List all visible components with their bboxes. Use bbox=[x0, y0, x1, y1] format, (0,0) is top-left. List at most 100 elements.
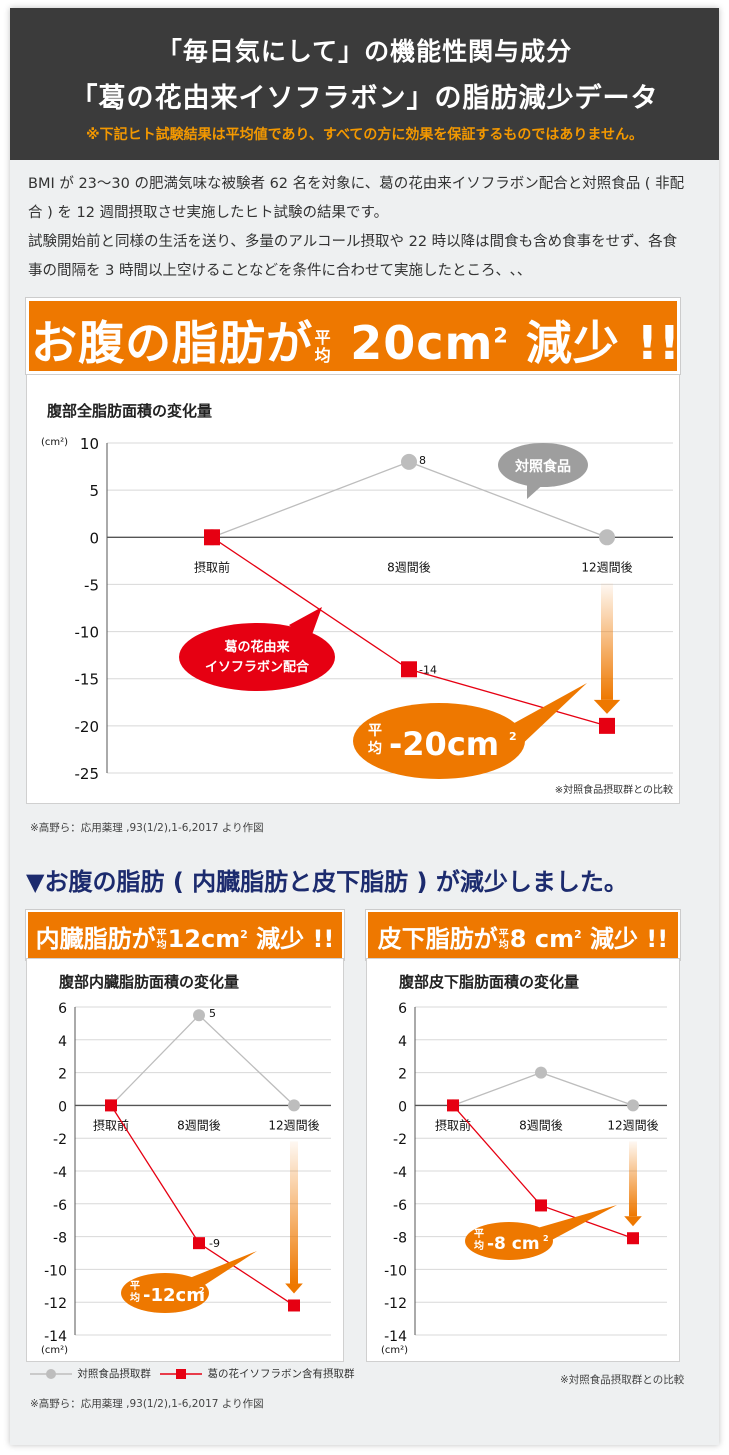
test-mid-label: -14 bbox=[419, 663, 437, 676]
subcutaneous-chart-title: 腹部皮下脂肪面積の変化量 bbox=[399, 973, 580, 991]
main-result-banner: お腹の脂肪が平均 20cm2 減少 !! bbox=[26, 298, 680, 374]
x-tick-label: 12週間後 bbox=[607, 1118, 658, 1132]
y-tick-label: -6 bbox=[53, 1198, 67, 1214]
control-peak-label: 8 bbox=[419, 454, 426, 467]
visceral-chart-svg: 6 4 2 0 -2 -4 -6 -8 -10 -12 -14(cm²) 摂取前 8週間後 12週間後 5 -… bbox=[41, 1001, 331, 1356]
y-tick-label: -8 bbox=[53, 1231, 67, 1247]
triangle-marker-icon: ▼ bbox=[26, 868, 45, 896]
subcutaneous-chart-panel: 腹部皮下脂肪面積の変化量 6 4 2 0 -2 -4 -6 -8 -10 -12 -14 (cm²) 摂… bbox=[366, 958, 680, 1362]
test-point bbox=[204, 529, 220, 546]
banner-pre: 内臓脂肪が bbox=[35, 925, 156, 953]
test-point bbox=[105, 1099, 117, 1112]
test-callout-line2: イソフラボン配合 bbox=[205, 659, 310, 675]
down-arrow-shaft bbox=[290, 1141, 298, 1284]
main-chart-svg: 10 5 0 -5 -10 -15 -20 -25 (cm²) 摂取前 8週間後 12週間後 8 -14 対… bbox=[41, 435, 673, 796]
comparison-note: ※対照食品摂取群との比較 bbox=[555, 783, 673, 796]
down-arrow-head bbox=[285, 1283, 303, 1294]
test-point bbox=[447, 1099, 459, 1112]
avg-badge-top: 平 bbox=[474, 1228, 484, 1240]
x-tick-label: 摂取前 bbox=[435, 1117, 471, 1132]
banner-sup: 2 bbox=[493, 323, 509, 348]
banner-value: 12cm bbox=[167, 925, 241, 953]
y-tick-label: -2 bbox=[393, 1132, 407, 1148]
down-arrow-shaft bbox=[629, 1141, 637, 1217]
main-chart-panel: 腹部全脂肪面積の変化量 10 5 0 -5 -10 -15 -20 -25 (cm²) 摂取前 8週… bbox=[26, 374, 680, 804]
x-tick-label: 8週間後 bbox=[387, 560, 431, 574]
avg-badge-top: 平 bbox=[368, 723, 382, 739]
avg-bottom: 均 bbox=[498, 940, 509, 951]
avg-badge-value: -20cm bbox=[389, 725, 499, 763]
unit-label: (cm²) bbox=[41, 1345, 68, 1356]
y-tick-label: 6 bbox=[58, 1001, 67, 1017]
test-callout-line1: 葛の花由来 bbox=[223, 639, 290, 655]
y-tick-label: 4 bbox=[58, 1034, 67, 1050]
y-tick-label: -10 bbox=[384, 1263, 407, 1279]
control-peak-label: 5 bbox=[209, 1007, 216, 1020]
avg-badge-bubble bbox=[121, 1273, 209, 1313]
y-tick-label: 0 bbox=[398, 1099, 407, 1115]
legend: 対照食品摂取群 葛の花イソフラボン含有摂取群 bbox=[28, 1366, 355, 1381]
down-arrow-head bbox=[593, 699, 621, 714]
y-tick-label: -2 bbox=[53, 1132, 67, 1148]
y-tick-label: -12 bbox=[44, 1296, 67, 1312]
control-point bbox=[599, 529, 615, 546]
y-tick-label: -4 bbox=[393, 1165, 407, 1181]
avg-badge-value: -12cm bbox=[143, 1285, 205, 1306]
banner-sup: 2 bbox=[574, 928, 582, 941]
y-tick-label: 5 bbox=[89, 482, 99, 500]
banner-pre: お腹の脂肪が bbox=[31, 316, 314, 370]
y-tick-label: -10 bbox=[75, 624, 100, 642]
banner-post: 減少 !! bbox=[581, 925, 669, 953]
subcutaneous-fat-banner: 皮下脂肪が平均 8 cm2 減少 !! bbox=[366, 910, 680, 960]
visceral-fat-banner: 内臓脂肪が平均 12cm2 減少 !! bbox=[26, 910, 344, 960]
y-tick-label: -8 bbox=[393, 1231, 407, 1247]
avg-badge-bubble bbox=[465, 1222, 553, 1260]
control-point bbox=[288, 1099, 300, 1112]
control-point bbox=[627, 1099, 639, 1112]
legend-test-swatch bbox=[160, 1369, 203, 1379]
avg-mark: 平均 bbox=[156, 929, 168, 951]
section-subheading: ▼お腹の脂肪 ( 内臓脂肪と皮下脂肪 ) が減少しました。 bbox=[26, 862, 628, 897]
header-disclaimer: ※下記ヒト試験結果は平均値であり、すべての方に効果を保証するものではありません。 bbox=[86, 127, 643, 143]
test-point bbox=[627, 1232, 639, 1245]
y-tick-label: 10 bbox=[80, 435, 99, 453]
y-tick-label: -25 bbox=[75, 765, 100, 783]
legend-control-label: 対照食品摂取群 bbox=[77, 1368, 151, 1380]
avg-badge-bottom: 均 bbox=[474, 1239, 484, 1252]
y-tick-label: 0 bbox=[89, 529, 99, 547]
avg-badge-top: 平 bbox=[130, 1280, 140, 1292]
avg-top: 平 bbox=[156, 929, 167, 940]
x-tick-label: 12週間後 bbox=[268, 1118, 319, 1132]
unit-label: (cm²) bbox=[381, 1345, 408, 1356]
banner-value: 8 cm bbox=[509, 925, 575, 953]
avg-bottom: 均 bbox=[314, 345, 332, 365]
y-tick-label: 6 bbox=[398, 1001, 407, 1017]
subheading-text: お腹の脂肪 ( 内臓脂肪と皮下脂肪 ) が減少しました。 bbox=[44, 868, 628, 896]
intro-text: BMI が 23〜30 の肥満気味な被験者 62 名を対象に、葛の花由来イソフラ… bbox=[28, 170, 688, 286]
control-point bbox=[535, 1066, 547, 1079]
banner-pre: 皮下脂肪が bbox=[377, 925, 498, 953]
test-point bbox=[599, 717, 615, 734]
avg-badge-bottom: 均 bbox=[130, 1291, 140, 1304]
down-arrow-shaft bbox=[601, 583, 613, 700]
control-series-line bbox=[110, 1014, 295, 1106]
y-tick-label: -6 bbox=[393, 1198, 407, 1214]
control-callout-bubble bbox=[498, 443, 588, 487]
y-tick-label: -20 bbox=[75, 718, 100, 736]
test-point bbox=[401, 661, 417, 678]
unit-label: (cm²) bbox=[41, 437, 68, 448]
main-chart-title: 腹部全脂肪面積の変化量 bbox=[47, 402, 213, 420]
x-tick-label: 摂取前 bbox=[194, 559, 230, 574]
avg-bottom: 均 bbox=[156, 940, 167, 951]
main-result-text: お腹の脂肪が平均 20cm2 減少 !! bbox=[29, 307, 683, 373]
intro-paragraph-1: BMI が 23〜30 の肥満気味な被験者 62 名を対象に、葛の花由来イソフラ… bbox=[28, 176, 685, 221]
header: 「毎日気にして」の機能性関与成分 「葛の花由来イソフラボン」の脂肪減少データ ※… bbox=[10, 8, 719, 160]
y-tick-label: 0 bbox=[58, 1099, 67, 1115]
test-point bbox=[193, 1237, 205, 1250]
banner-post: 減少 !! bbox=[247, 925, 335, 953]
down-arrow-head bbox=[624, 1216, 642, 1227]
avg-mark: 平均 bbox=[313, 328, 333, 365]
control-point bbox=[401, 453, 417, 470]
control-callout-tail bbox=[527, 481, 547, 499]
test-callout-bubble bbox=[179, 623, 335, 691]
